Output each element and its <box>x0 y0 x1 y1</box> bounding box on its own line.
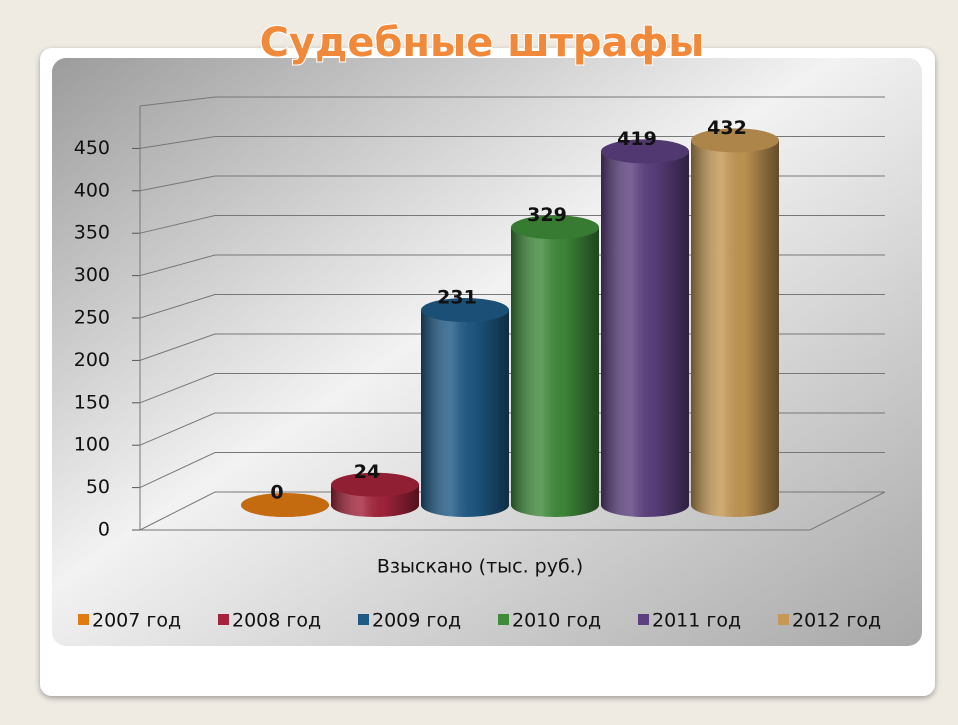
y-tick-label: 350 <box>74 222 110 244</box>
legend-label: 2010 год <box>512 610 601 632</box>
bar <box>511 215 599 517</box>
bar <box>421 298 509 517</box>
y-tick-label: 100 <box>74 434 110 456</box>
bar <box>691 128 779 517</box>
bar-top <box>511 215 599 240</box>
bar-top-shade <box>511 215 599 240</box>
bar-top-shade <box>691 128 779 153</box>
bar <box>241 493 329 517</box>
y-tick-label: 250 <box>74 307 110 329</box>
y-tick-label: 200 <box>74 349 110 371</box>
bar-shade <box>421 310 509 517</box>
data-label: 419 <box>617 128 657 150</box>
y-tick-label: 0 <box>98 519 110 541</box>
bar <box>331 472 419 517</box>
y-tick-label: 400 <box>74 179 110 201</box>
data-label: 329 <box>527 204 567 226</box>
plot-frame <box>139 96 885 107</box>
legend-label: 2012 год <box>792 610 881 632</box>
legend-swatch <box>638 614 649 625</box>
legend-swatch <box>358 614 369 625</box>
bar-top <box>601 139 689 164</box>
bar-top-shade <box>241 493 329 517</box>
chart-title: Судебные штрафы <box>260 20 705 66</box>
legend-label: 2007 год <box>92 610 181 632</box>
bar-shade <box>601 151 689 517</box>
bar-shade <box>691 140 779 517</box>
legend-swatch <box>778 614 789 625</box>
bar-top-shade <box>601 139 689 164</box>
legend-swatch <box>498 614 509 625</box>
data-label: 432 <box>707 117 747 139</box>
floor-line <box>140 491 886 531</box>
bar-top-shade <box>331 472 419 497</box>
bar-top <box>241 493 329 517</box>
data-label: 231 <box>437 287 477 309</box>
legend-swatch <box>78 614 89 625</box>
legend-label: 2009 год <box>372 610 461 632</box>
bar-top <box>691 128 779 153</box>
y-tick-label: 300 <box>74 264 110 286</box>
legend-swatch <box>218 614 229 625</box>
y-tick-label: 50 <box>86 476 110 498</box>
data-label: 0 <box>270 482 283 504</box>
bar <box>601 139 689 517</box>
grid-line <box>139 136 885 149</box>
bar-top-shade <box>421 298 509 323</box>
bar-top <box>421 298 509 323</box>
x-tick-label: Взыскано (тыс. руб.) <box>377 556 583 578</box>
y-tick-label: 450 <box>74 137 110 159</box>
legend-label: 2011 год <box>652 610 741 632</box>
legend-label: 2008 год <box>232 610 321 632</box>
bar-shade <box>511 227 599 517</box>
bar-top <box>331 472 419 497</box>
data-label: 24 <box>354 461 380 483</box>
y-tick-label: 150 <box>74 391 110 413</box>
